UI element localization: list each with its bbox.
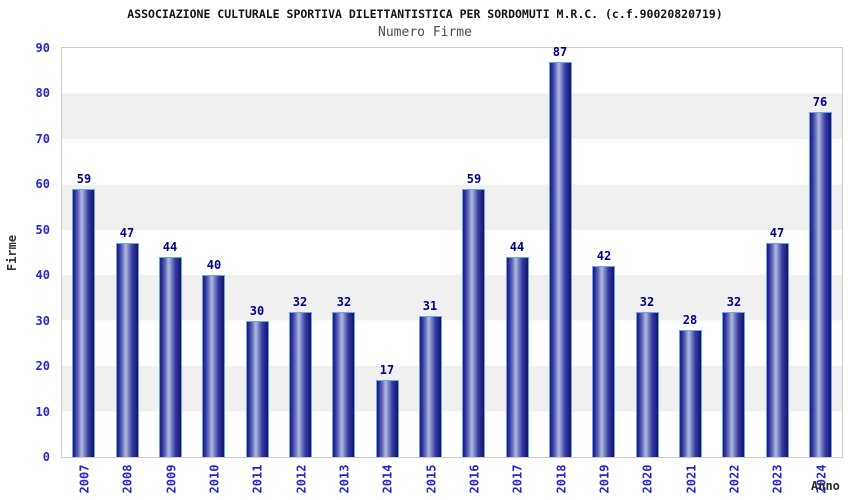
y-tick-label: 30 xyxy=(35,313,50,328)
bar-2024 xyxy=(809,112,832,457)
x-tick-label: 2011 xyxy=(250,464,264,494)
bar-2016 xyxy=(462,189,485,457)
x-axis-title: Anno xyxy=(811,479,840,493)
bar-value-label: 47 xyxy=(769,226,785,240)
x-tick-label: 2008 xyxy=(120,464,134,494)
bar-value-label: 44 xyxy=(162,240,178,254)
x-tick-label: 2017 xyxy=(510,464,524,494)
bar-2012 xyxy=(289,312,312,457)
bar-value-label: 17 xyxy=(379,363,395,377)
bar-2014 xyxy=(376,380,399,457)
y-tick-label: 80 xyxy=(35,86,50,101)
x-tick-2023: 2023 xyxy=(755,459,799,499)
x-tick-2015: 2015 xyxy=(409,459,453,499)
bar-2010 xyxy=(202,275,225,457)
x-tick-2018: 2018 xyxy=(539,459,583,499)
x-tick-label: 2021 xyxy=(684,464,698,494)
x-tick-label: 2020 xyxy=(640,464,654,494)
bar-2013 xyxy=(332,312,355,457)
bar-value-label: 32 xyxy=(336,295,352,309)
x-tick-label: 2012 xyxy=(294,464,308,494)
y-tick-label: 50 xyxy=(35,222,50,237)
bar-value-label: 40 xyxy=(206,258,222,272)
y-tick-label: 20 xyxy=(35,359,50,374)
x-tick-label: 2010 xyxy=(207,464,221,494)
x-tick-2020: 2020 xyxy=(625,459,669,499)
bar-value-label: 42 xyxy=(596,249,612,263)
x-tick-2011: 2011 xyxy=(235,459,279,499)
bar-value-label: 59 xyxy=(76,172,92,186)
x-tick-label: 2016 xyxy=(467,464,481,494)
bar-value-label: 44 xyxy=(509,240,525,254)
bar-2017 xyxy=(506,257,529,457)
chart-subtitle: Numero Firme xyxy=(378,25,472,40)
bar-2022 xyxy=(722,312,745,457)
chart-title: ASSOCIAZIONE CULTURALE SPORTIVA DILETTAN… xyxy=(127,7,723,21)
bar-value-label: 87 xyxy=(552,45,568,59)
bar-value-label: 30 xyxy=(249,304,265,318)
x-tick-label: 2018 xyxy=(554,464,568,494)
x-tick-label: 2015 xyxy=(424,464,438,494)
x-tick-label: 2022 xyxy=(727,464,741,494)
x-tick-2010: 2010 xyxy=(192,459,236,499)
bar-value-label: 59 xyxy=(466,172,482,186)
bar-2020 xyxy=(636,312,659,457)
x-tick-2008: 2008 xyxy=(105,459,149,499)
bar-value-label: 32 xyxy=(292,295,308,309)
y-tick-label: 40 xyxy=(35,268,50,283)
x-tick-2021: 2021 xyxy=(669,459,713,499)
y-tick-label: 70 xyxy=(35,131,50,146)
x-tick-label: 2014 xyxy=(380,464,394,494)
x-tick-label: 2007 xyxy=(77,464,91,494)
x-tick-label: 2023 xyxy=(770,464,784,494)
bar-2021 xyxy=(679,330,702,457)
x-tick-2017: 2017 xyxy=(495,459,539,499)
x-tick-label: 2013 xyxy=(337,464,351,494)
x-tick-2019: 2019 xyxy=(582,459,626,499)
bar-2008 xyxy=(116,243,139,457)
x-tick-2013: 2013 xyxy=(322,459,366,499)
x-tick-2014: 2014 xyxy=(365,459,409,499)
bar-2007 xyxy=(72,189,95,457)
x-tick-2007: 2007 xyxy=(62,459,106,499)
bar-2011 xyxy=(246,321,269,457)
x-tick-label: 2019 xyxy=(597,464,611,494)
bar-value-label: 76 xyxy=(812,95,828,109)
y-tick-label: 60 xyxy=(35,177,50,192)
bar-2015 xyxy=(419,316,442,457)
bar-value-label: 32 xyxy=(726,295,742,309)
x-tick-2016: 2016 xyxy=(452,459,496,499)
x-tick-2012: 2012 xyxy=(279,459,323,499)
bar-value-label: 32 xyxy=(639,295,655,309)
x-tick-label: 2009 xyxy=(164,464,178,494)
x-tick-2009: 2009 xyxy=(149,459,193,499)
bar-2009 xyxy=(159,257,182,457)
y-tick-label: 90 xyxy=(35,41,50,55)
y-axis: 0 10 20 30 40 50 60 70 80 90 xyxy=(0,41,56,464)
bar-2018 xyxy=(549,62,572,457)
bar-2019 xyxy=(592,266,615,457)
plot-area: 59 47 44 40 30 32 32 17 31 59 44 87 42 32 28 32 47 76 xyxy=(61,45,843,458)
y-tick-label: 10 xyxy=(35,404,50,419)
bar-value-label: 47 xyxy=(119,226,135,240)
bar-value-label: 31 xyxy=(422,299,438,313)
bar-value-label: 28 xyxy=(682,313,698,327)
y-tick-label: 0 xyxy=(42,450,50,464)
x-axis: 2007 2008 2009 2010 2011 2012 2013 2014 2015 2016… xyxy=(62,459,842,500)
bar-2023 xyxy=(766,243,789,457)
x-tick-2022: 2022 xyxy=(712,459,756,499)
